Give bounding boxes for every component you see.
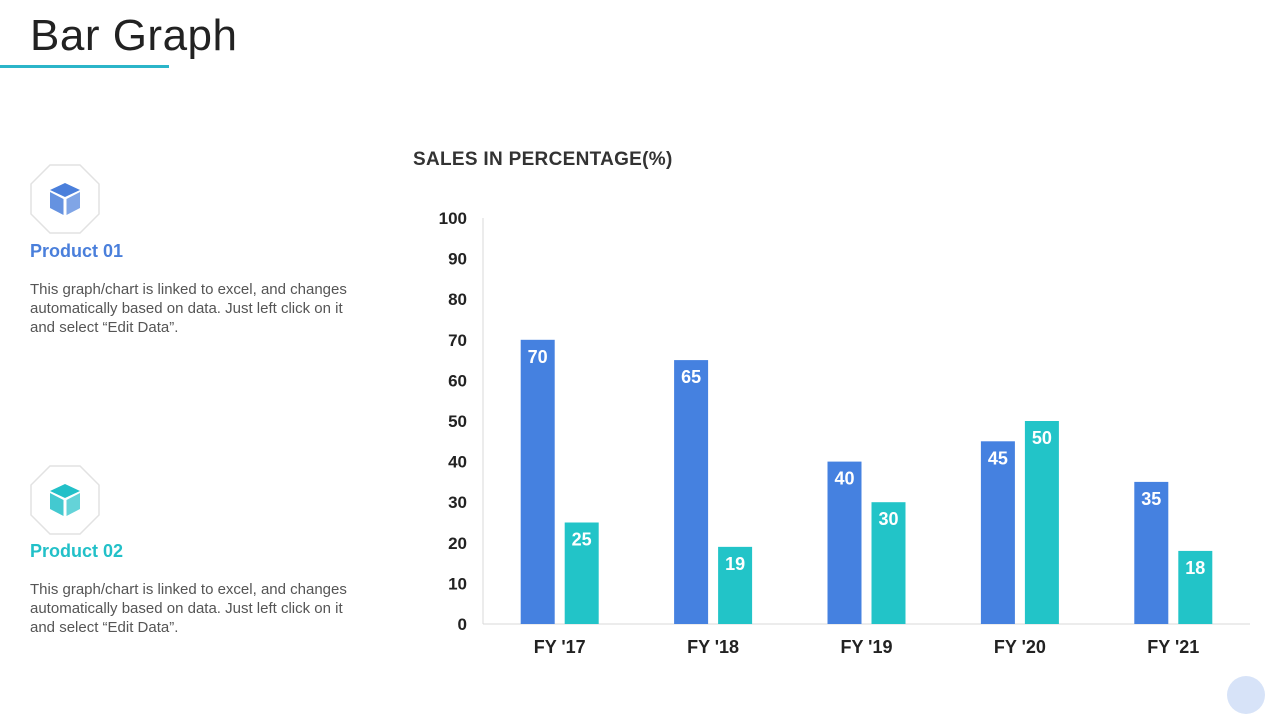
bar-series1-1 <box>520 339 555 624</box>
y-tick-label: 30 <box>448 493 467 512</box>
data-label: 70 <box>528 347 548 367</box>
product-02-name: Product 02 <box>30 541 124 561</box>
page-title: Bar Graph <box>30 11 238 60</box>
bar-series1-4 <box>980 441 1015 624</box>
x-tick-label: FY '18 <box>687 637 739 657</box>
bar-series2-2 <box>718 546 753 624</box>
y-tick-label: 10 <box>448 574 467 593</box>
data-label: 35 <box>1141 489 1161 509</box>
bar-series2-4 <box>1024 421 1059 624</box>
y-tick-label: 80 <box>448 290 467 309</box>
data-label: 25 <box>572 530 592 550</box>
y-tick-label: 20 <box>448 534 467 553</box>
product-01-description: This graph/chart is linked to excel, and… <box>30 281 347 336</box>
y-tick-label: 0 <box>458 615 467 634</box>
bar-series2-5 <box>1178 550 1213 624</box>
product-02-box-icon <box>30 465 100 535</box>
data-label: 19 <box>725 554 745 574</box>
y-tick-label: 60 <box>448 371 467 390</box>
x-tick-label: FY '17 <box>534 637 586 657</box>
y-tick-label: 90 <box>448 250 467 269</box>
y-tick-label: 100 <box>439 209 467 228</box>
title-underline <box>0 65 169 68</box>
bar-series1-5 <box>1134 481 1169 624</box>
bar-series2-3 <box>871 502 906 624</box>
data-label: 65 <box>681 367 701 387</box>
x-tick-label: FY '21 <box>1147 637 1199 657</box>
product-01-name: Product 01 <box>30 241 124 261</box>
y-tick-label: 40 <box>448 453 467 472</box>
corner-dot <box>1227 676 1265 714</box>
bar-series2-1 <box>564 522 599 624</box>
x-tick-label: FY '19 <box>841 637 893 657</box>
y-tick-label: 70 <box>448 331 467 350</box>
chart-title: SALES IN PERCENTAGE(%) <box>413 149 673 170</box>
product-02-description: This graph/chart is linked to excel, and… <box>30 581 347 636</box>
bar-series1-3 <box>827 461 862 624</box>
data-label: 30 <box>878 509 898 529</box>
x-tick-label: FY '20 <box>994 637 1046 657</box>
product-01-box-icon <box>30 164 100 234</box>
data-label: 18 <box>1185 558 1205 578</box>
bar-series1-2 <box>674 360 709 624</box>
data-label: 45 <box>988 448 1008 468</box>
y-tick-label: 50 <box>448 412 467 431</box>
data-label: 40 <box>834 469 854 489</box>
data-label: 50 <box>1032 428 1052 448</box>
